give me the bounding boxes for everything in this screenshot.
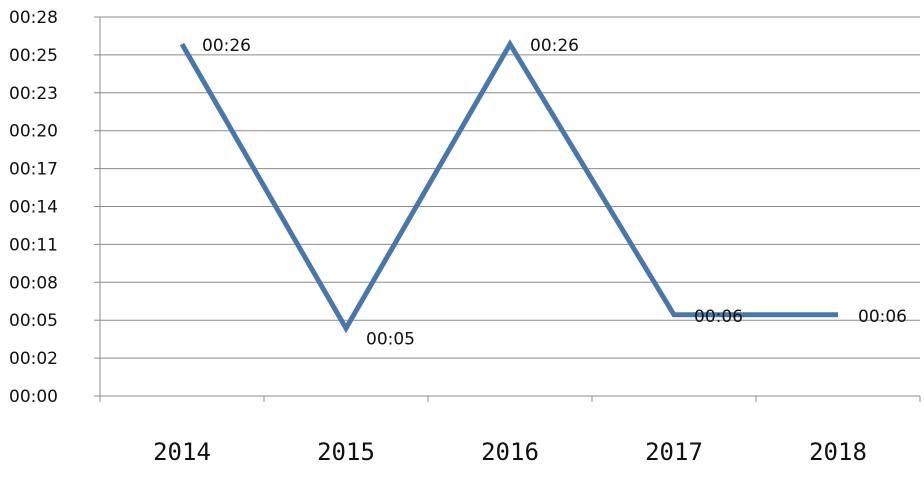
data-label: 00:26 <box>202 36 251 56</box>
x-tick-label: 2016 <box>481 438 539 466</box>
y-tick-label: 00:28 <box>9 8 58 28</box>
series-line <box>179 39 838 334</box>
data-label: 00:06 <box>858 307 907 327</box>
y-tick-label: 00:25 <box>9 46 58 66</box>
x-tick-label: 2014 <box>153 438 211 466</box>
y-tick-label: 00:17 <box>9 160 58 180</box>
y-tick-label: 00:23 <box>9 84 58 104</box>
x-tick-label: 2015 <box>317 438 375 466</box>
data-label: 00:26 <box>530 36 579 56</box>
data-label: 00:05 <box>366 329 415 349</box>
y-axis-tick-labels: 00:00 00:02 00:05 00:08 00:11 00:14 00:17 00:20… <box>9 8 58 407</box>
y-tick-label: 00:20 <box>9 122 58 142</box>
x-tick-label: 2017 <box>645 438 703 466</box>
data-labels: 00:26 00:05 00:26 00:06 00:06 <box>202 36 907 349</box>
y-tick-label: 00:14 <box>9 198 58 218</box>
x-axis-tick-labels: 2014 2015 2016 2017 2018 <box>153 438 867 466</box>
gridlines <box>100 16 920 359</box>
y-tick-label: 00:05 <box>9 311 58 331</box>
series <box>179 39 839 334</box>
y-tick-label: 00:02 <box>9 349 58 369</box>
y-tick-label: 00:00 <box>9 387 58 407</box>
data-label: 00:06 <box>694 307 743 327</box>
y-tick-label: 00:11 <box>9 235 58 255</box>
x-tick-label: 2018 <box>809 438 867 466</box>
axes <box>94 16 921 402</box>
y-tick-label: 00:08 <box>9 273 58 293</box>
